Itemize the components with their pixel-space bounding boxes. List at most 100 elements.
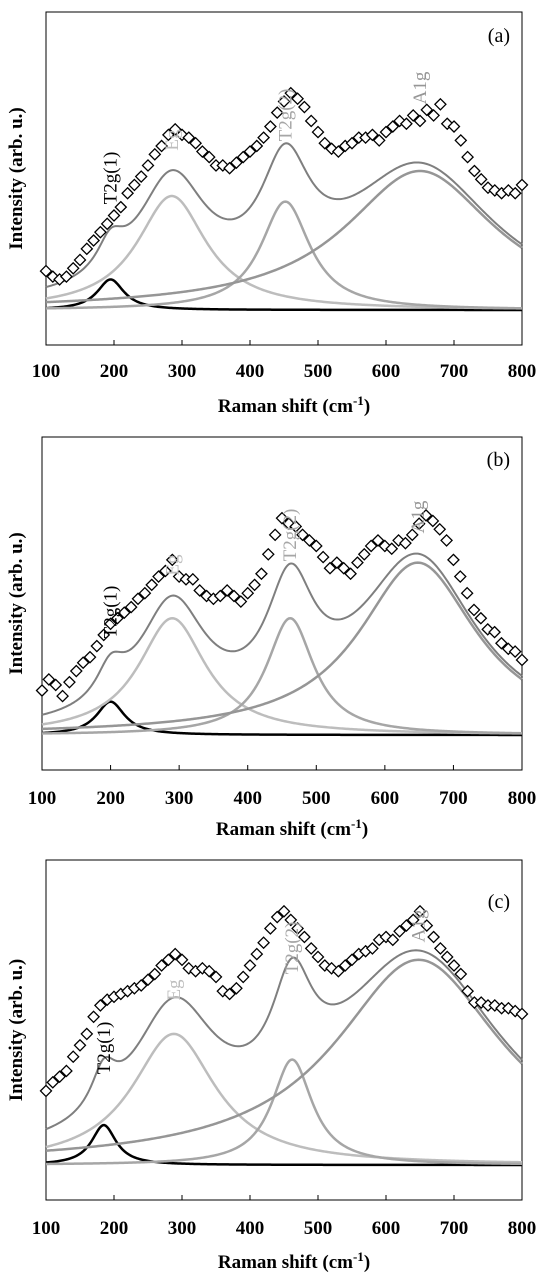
data-point <box>141 159 155 172</box>
x-axis-label: Raman shift (cm-1) <box>218 1249 370 1273</box>
peak-label-t2g1: T2g(1) <box>101 586 122 639</box>
data-point <box>399 536 412 550</box>
data-point <box>406 913 420 927</box>
x-tick-label: 800 <box>508 1218 537 1239</box>
x-tick-label: 200 <box>100 361 129 382</box>
data-point <box>161 128 175 142</box>
data-point <box>412 517 426 531</box>
data-point <box>461 150 475 164</box>
data-point <box>111 611 124 625</box>
x-tick-label: 600 <box>372 361 401 382</box>
data-point <box>263 922 277 935</box>
data-point <box>63 675 76 689</box>
data-point <box>42 672 56 686</box>
data-point <box>87 1010 101 1024</box>
data-point <box>124 600 138 614</box>
data-point <box>426 514 440 528</box>
data-point <box>236 150 250 164</box>
data-point <box>39 1084 53 1098</box>
peak-curve-t2g2 <box>45 200 523 310</box>
x-tick-label: 600 <box>371 788 400 809</box>
data-point <box>148 967 162 981</box>
data-point <box>236 970 250 984</box>
peak-curve-a1g <box>45 958 523 1152</box>
data-point <box>159 564 172 578</box>
data-point <box>87 234 101 247</box>
data-point <box>303 533 316 547</box>
data-point <box>223 987 237 1001</box>
data-point <box>76 656 90 670</box>
data-point <box>454 134 468 147</box>
x-tick-label: 700 <box>439 788 468 809</box>
peak-label-eg: Eg <box>162 554 183 576</box>
data-point <box>365 941 379 955</box>
x-tick-label: 700 <box>440 361 469 382</box>
data-point <box>243 959 257 972</box>
data-point <box>399 919 413 933</box>
data-point <box>213 589 227 603</box>
data-point <box>447 120 461 133</box>
data-point <box>80 1027 94 1041</box>
data-point <box>270 106 284 120</box>
data-point <box>304 114 318 128</box>
data-point <box>97 628 111 642</box>
data-point <box>80 242 94 256</box>
y-axis-label: Intensity (arb. u.) <box>6 107 27 250</box>
data-point <box>297 930 311 944</box>
data-point <box>474 611 488 625</box>
data-point <box>66 1050 80 1064</box>
data-point <box>155 139 169 153</box>
x-tick-label: 500 <box>304 361 333 382</box>
data-point <box>234 595 248 608</box>
plot-frame <box>45 859 523 1201</box>
peak-curve-t2g1 <box>41 700 522 737</box>
data-point <box>364 539 378 553</box>
data-point <box>220 584 234 597</box>
data-point <box>433 522 447 536</box>
data-point <box>107 209 121 222</box>
panel-label: (a) <box>488 25 510 47</box>
peak-curve-eg <box>41 616 523 735</box>
data-point <box>501 1001 515 1015</box>
data-point <box>209 970 223 984</box>
x-axis-label: Raman shift (cm-1) <box>218 393 370 417</box>
peak-curve-t2g1 <box>45 278 522 312</box>
data-point <box>148 147 162 161</box>
data-point <box>121 186 135 200</box>
data-point <box>371 533 385 547</box>
data-point <box>372 134 386 147</box>
peak-label-t2g2: T2g(2) <box>275 89 296 142</box>
x-tick-label: 800 <box>508 361 537 382</box>
data-point <box>270 910 284 924</box>
data-point <box>202 964 216 978</box>
data-point <box>311 950 325 964</box>
data-point <box>134 170 148 183</box>
data-point <box>104 617 117 631</box>
data-point <box>49 678 63 692</box>
data-point <box>318 136 332 150</box>
data-point <box>243 145 257 158</box>
data-point <box>309 539 323 553</box>
data-point <box>250 139 264 153</box>
data-point <box>100 217 114 231</box>
data-point <box>386 120 400 133</box>
data-point <box>453 570 467 583</box>
data-point <box>311 125 325 139</box>
data-point <box>250 947 264 961</box>
data-point <box>440 533 453 547</box>
data-point <box>277 95 291 108</box>
data-point <box>386 933 400 947</box>
data-point <box>152 570 165 583</box>
data-point <box>83 650 97 664</box>
x-tick-label: 200 <box>100 1218 129 1239</box>
data-point <box>413 904 427 918</box>
envelope-curve <box>41 552 523 716</box>
data-point <box>474 172 488 186</box>
x-tick-label: 500 <box>304 1218 333 1239</box>
data-point <box>515 1007 529 1021</box>
data-point <box>261 547 275 561</box>
data-point <box>289 520 303 533</box>
data-point <box>114 200 128 214</box>
data-point <box>495 636 508 650</box>
